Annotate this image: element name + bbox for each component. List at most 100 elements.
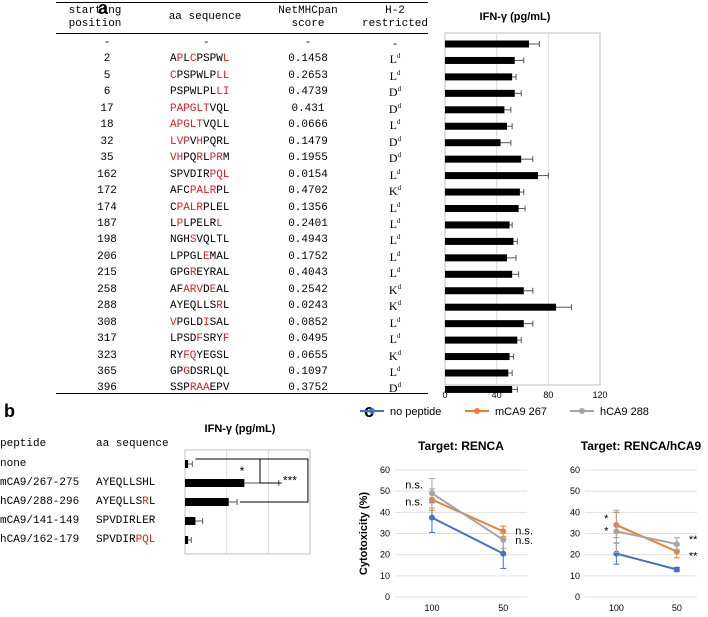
- cell-score: 0.1955: [288, 152, 328, 165]
- x-tick-label: 50: [672, 603, 682, 613]
- cell-sequence: AYEQLLSHL: [96, 477, 155, 489]
- cell-position: 365: [97, 366, 117, 378]
- h2-allele: K: [388, 282, 398, 297]
- seq-segment: SPVDIRLER: [96, 515, 156, 527]
- cell-sequence: VPGLDISAL: [170, 317, 229, 329]
- bar: [445, 106, 505, 114]
- cell-position: 198: [97, 234, 117, 247]
- seq-segment: AFC: [170, 185, 190, 198]
- cell-position: 17: [100, 102, 114, 115]
- data-point: [428, 490, 435, 497]
- seq-segment: SPVDIR: [96, 534, 136, 546]
- data-point: [428, 514, 435, 521]
- table-top-rule: [56, 2, 428, 3]
- bar: [185, 536, 189, 544]
- h2-haplotype: d: [397, 151, 402, 160]
- seq-segment: YEGSL: [196, 349, 230, 362]
- h2-haplotype: d: [396, 266, 401, 275]
- y-axis-label: Cytotoxicity (%): [358, 492, 370, 575]
- cell-sequence: LPSDFSRYF: [170, 333, 229, 345]
- cell-sequence: GPGDSRLQL: [170, 366, 229, 378]
- x-tick-label: 80: [262, 559, 274, 560]
- seq-segment: C: [170, 201, 177, 214]
- cell-sequence: CPSPWLPLL: [170, 70, 229, 82]
- seq-segment-substituted: C: [189, 53, 197, 66]
- cell-sequence: AFCPALRPL: [170, 185, 229, 197]
- h2-haplotype: d: [397, 299, 402, 308]
- series-line: [616, 530, 678, 546]
- cell-peptide: hCA9/162-179: [0, 534, 80, 546]
- h2-haplotype: d: [396, 200, 401, 209]
- seq-segment: V: [189, 135, 197, 148]
- b-header-aa-sequence: aa sequence: [96, 438, 169, 450]
- bar: [445, 139, 501, 147]
- series-line: [431, 492, 504, 541]
- table-row: 206 LPPGLEMAL 0.1752 Ld: [0, 250, 430, 265]
- legend-label: no peptide: [390, 406, 441, 418]
- annotation-label: n.s.: [405, 497, 423, 509]
- seq-segment: LPELR: [183, 217, 217, 230]
- cell-position: 396: [97, 382, 117, 395]
- panel-c-chart: no peptide mCA9 267 hCA9 288 Target: RENCA…: [358, 406, 702, 613]
- table-row: 198 NGHSVQLTL 0.4943 Ld: [0, 233, 430, 248]
- cell-sequence: SPVDIRPQL: [96, 534, 155, 546]
- cell-sequence: RYFQYEGSL: [170, 350, 229, 362]
- seq-segment: AL: [216, 283, 230, 296]
- chart-title: Target: RENCA/hCA9: [581, 439, 702, 453]
- h2-haplotype: d: [396, 216, 401, 225]
- cell-position: 215: [97, 267, 117, 280]
- y-tick-label: 20: [570, 550, 580, 560]
- bar: [445, 237, 514, 245]
- cell-position: 2: [103, 53, 111, 66]
- seq-segment-substituted: G: [183, 366, 190, 378]
- seq-segment: DSRLQL: [189, 366, 230, 378]
- bar: [185, 498, 229, 506]
- table-row: 5 CPSPWLPLL 0.2653 Ld: [0, 69, 430, 84]
- header-netmhc-line2: score: [291, 18, 325, 30]
- seq-segment-substituted: P: [176, 53, 184, 66]
- seq-segment-substituted: C: [170, 69, 177, 82]
- y-tick-label: 60: [570, 465, 580, 475]
- cell-position: 187: [97, 217, 117, 230]
- bar: [445, 155, 522, 163]
- cell-h2: Ld: [375, 250, 415, 265]
- x-tick-label: 120: [301, 559, 319, 560]
- cell-score: 0.3752: [288, 382, 328, 395]
- cell-position: 6: [103, 86, 111, 99]
- x-tick-label: 80: [543, 390, 553, 400]
- cell-position: 162: [97, 168, 117, 181]
- cell-position: 32: [100, 135, 114, 148]
- seq-segment: PGLD: [176, 316, 204, 329]
- cell-score: 0.0495: [288, 333, 328, 346]
- bar: [445, 385, 513, 393]
- bar: [445, 188, 520, 196]
- cell-h2: Ld: [375, 217, 415, 232]
- x-tick-label: 0: [182, 559, 188, 560]
- seq-segment-substituted: R: [189, 267, 197, 280]
- cell-h2: Ld: [375, 201, 415, 216]
- seq-segment: SPVDIR: [170, 168, 210, 181]
- cell-sequence: APLCPSPWL: [170, 53, 229, 65]
- h2-haplotype: d: [396, 249, 401, 258]
- cell-score: 0.2542: [288, 283, 328, 296]
- seq-segment: AYEQLLS: [170, 300, 217, 313]
- seq-segment-substituted: R: [196, 152, 204, 165]
- y-tick-label: 0: [575, 592, 580, 602]
- seq-segment-substituted: RAA: [189, 382, 210, 395]
- h2-allele: L: [389, 200, 397, 215]
- cell-h2: -: [375, 36, 415, 51]
- seq-segment-substituted: F: [196, 333, 204, 346]
- h2-allele: D: [388, 134, 398, 149]
- x-tick-label: 0: [442, 390, 447, 400]
- cell-h2: Dd: [375, 85, 415, 100]
- cell-position: 308: [97, 316, 117, 329]
- y-tick-label: 20: [380, 550, 390, 560]
- cell-score: 0.1356: [288, 201, 328, 214]
- bar: [445, 320, 524, 328]
- seq-segment-substituted: LL: [216, 69, 230, 82]
- seq-segment-substituted: PAPGLT: [170, 102, 210, 115]
- y-tick-label: 30: [570, 529, 580, 539]
- cell-h2: Kd: [375, 184, 415, 199]
- cell-h2: Kd: [375, 349, 415, 364]
- table-row: 258 AFARVDEAL 0.2542 Kd: [0, 282, 430, 298]
